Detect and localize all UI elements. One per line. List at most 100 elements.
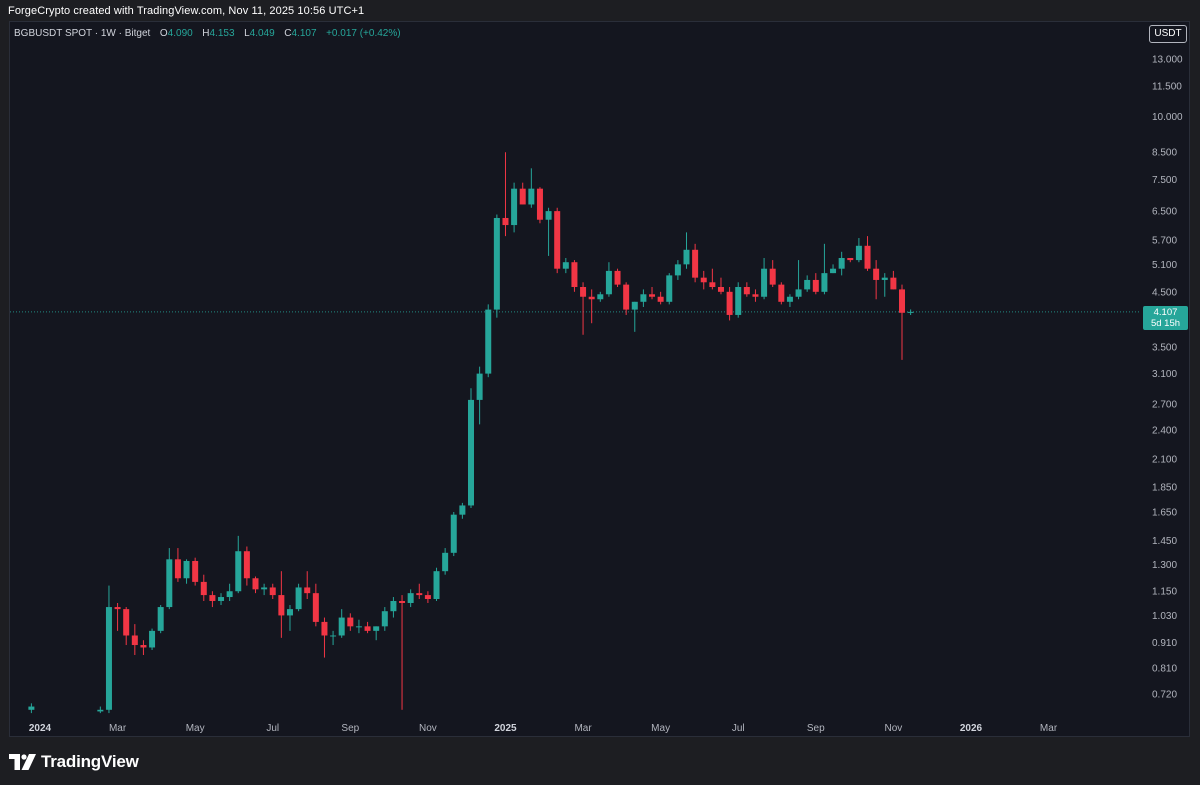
time-tick-label: Mar <box>1040 723 1058 734</box>
candle-body <box>890 277 897 290</box>
candle <box>468 388 474 509</box>
candle <box>209 591 216 608</box>
candle <box>105 585 112 714</box>
candle-body <box>269 587 276 596</box>
chart-panel[interactable] <box>9 21 1190 737</box>
candle-body <box>355 626 362 628</box>
candle-body <box>855 245 862 261</box>
current-price-value: 4.107 <box>1153 307 1178 318</box>
candle <box>700 270 707 290</box>
price-tick-label: 4.500 <box>1152 287 1177 298</box>
candle-body <box>476 373 483 400</box>
price-tick-label: 5.100 <box>1152 260 1177 271</box>
candle <box>545 207 552 256</box>
candle <box>347 613 354 631</box>
candle <box>890 270 897 290</box>
candle-body <box>614 270 621 285</box>
currency-button[interactable]: USDT <box>1149 25 1187 43</box>
candles-group <box>28 152 914 714</box>
candle-body <box>192 560 199 582</box>
candle-body <box>312 593 319 622</box>
candle-body <box>131 635 138 646</box>
candle <box>554 207 561 274</box>
candle-body <box>838 257 845 269</box>
candle <box>416 583 423 600</box>
candle-body <box>769 268 776 285</box>
candle-body <box>347 617 354 627</box>
candle <box>657 291 664 305</box>
candle <box>752 289 759 302</box>
candle-body <box>605 270 612 295</box>
candle <box>855 238 862 263</box>
candle <box>485 304 492 378</box>
candle <box>493 214 500 318</box>
candle-body <box>519 188 526 205</box>
candle-body <box>674 264 681 276</box>
candle <box>200 574 207 601</box>
open-value: 4.090 <box>167 28 193 39</box>
time-tick-label: Nov <box>419 723 437 734</box>
brand-footer[interactable]: TradingView <box>9 752 139 772</box>
time-tick-label: Sep <box>807 723 825 734</box>
candle <box>881 273 888 297</box>
candle-body <box>468 399 474 506</box>
candle-body <box>226 591 233 598</box>
price-tick-label: 0.810 <box>1152 664 1177 675</box>
candle-body <box>881 277 888 280</box>
candle-body <box>200 581 207 596</box>
candle-body <box>864 245 871 269</box>
candle <box>735 282 742 318</box>
price-tick-label: 8.500 <box>1152 148 1177 159</box>
candle <box>278 571 285 638</box>
candle <box>235 535 242 594</box>
candle-body <box>459 505 466 515</box>
time-tick-label: Sep <box>341 723 359 734</box>
candle <box>597 291 604 302</box>
price-axis: 13.000 11.500 10.000 8.500 7.500 6.500 5.700 5.… <box>1152 55 1183 701</box>
bar-countdown: 5d 15h <box>1150 318 1181 329</box>
candle-body <box>485 309 492 374</box>
candle-body <box>105 607 112 710</box>
candle <box>830 264 837 274</box>
candle-body <box>571 262 578 287</box>
candle-body <box>416 593 423 596</box>
candle-body <box>321 621 328 636</box>
candle-body <box>657 296 664 302</box>
candle <box>666 273 673 305</box>
candle <box>847 257 854 263</box>
candle-body <box>735 286 742 315</box>
candle-body <box>804 279 811 290</box>
candle <box>269 583 276 600</box>
candle-body <box>786 296 793 302</box>
high-label: H <box>202 28 210 39</box>
candle <box>614 268 621 287</box>
candle <box>769 260 776 287</box>
candle <box>286 605 293 631</box>
candle-body <box>442 552 449 572</box>
candle <box>149 628 156 650</box>
low-value: 4.049 <box>249 28 275 39</box>
candle <box>140 640 147 656</box>
candle-body <box>330 635 337 637</box>
candle <box>761 257 768 300</box>
candle <box>373 626 380 641</box>
price-tick-label: 2.100 <box>1152 455 1177 466</box>
candle-body <box>286 609 293 616</box>
time-tick-label: May <box>651 723 670 734</box>
candle <box>588 289 595 324</box>
open-label: O <box>159 28 168 39</box>
candlestick-chart[interactable]: 13.000 11.500 10.000 8.500 7.500 6.500 5.700 5.… <box>0 0 1200 740</box>
time-tick-label: Mar <box>109 723 127 734</box>
candle <box>381 607 388 631</box>
candle <box>459 502 466 519</box>
candle <box>183 559 190 584</box>
candle <box>674 260 681 280</box>
close-value: 4.107 <box>291 28 317 39</box>
candle-body <box>166 559 173 608</box>
candle-body <box>743 286 750 295</box>
candle <box>304 571 311 600</box>
time-tick-label: 2026 <box>960 723 983 734</box>
candle-body <box>631 301 638 310</box>
candle <box>907 309 914 315</box>
candle-body <box>381 611 388 627</box>
